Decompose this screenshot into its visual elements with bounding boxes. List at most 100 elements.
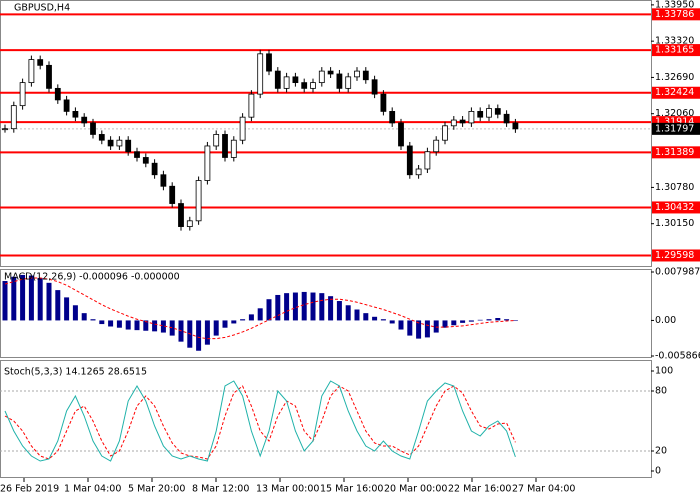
candle bbox=[107, 139, 114, 147]
macd-bar bbox=[196, 320, 202, 351]
macd-bar bbox=[398, 320, 404, 330]
x-tick-label: 1 Mar 04:00 bbox=[64, 484, 121, 495]
chart-title: GBPUSD,H4 bbox=[14, 3, 70, 14]
candle bbox=[283, 76, 290, 89]
price-panel bbox=[0, 0, 652, 267]
x-tick-label: 8 Mar 12:00 bbox=[192, 484, 249, 495]
candle bbox=[318, 70, 325, 84]
level-label-box bbox=[652, 44, 700, 57]
candle bbox=[336, 73, 343, 89]
candle bbox=[222, 134, 228, 158]
macd-bar bbox=[433, 320, 439, 333]
macd-bar bbox=[231, 320, 237, 324]
level-label: 1.29598 bbox=[655, 250, 694, 261]
level-label: 1.30432 bbox=[655, 202, 694, 213]
candle bbox=[415, 168, 422, 176]
macd-bar bbox=[416, 320, 422, 339]
level-label: 1.33786 bbox=[655, 9, 694, 20]
candle bbox=[406, 145, 413, 176]
macd-bar bbox=[354, 309, 360, 321]
macd-bar bbox=[328, 296, 334, 321]
candle bbox=[503, 113, 510, 124]
candle bbox=[90, 122, 96, 135]
macd-bar bbox=[468, 320, 474, 322]
candle bbox=[257, 53, 264, 95]
x-tick-label: 15 Mar 16:00 bbox=[320, 484, 383, 495]
candle bbox=[230, 139, 237, 158]
macd-bar bbox=[284, 293, 290, 321]
candle bbox=[37, 59, 44, 66]
macd-signal bbox=[4, 277, 516, 340]
candle bbox=[345, 76, 352, 89]
y-tick-label: 0 bbox=[655, 466, 661, 477]
y-tick-label: 1.30780 bbox=[655, 182, 694, 193]
candle bbox=[81, 116, 88, 124]
level-label-box bbox=[652, 86, 700, 99]
macd-bar bbox=[442, 320, 448, 328]
candle bbox=[204, 145, 211, 181]
macd-bar bbox=[336, 301, 342, 321]
candle bbox=[195, 180, 202, 222]
level-label: 1.31389 bbox=[655, 147, 694, 158]
macd-bar bbox=[134, 320, 140, 331]
candle bbox=[433, 139, 440, 153]
y-tick-label: 1.32060 bbox=[655, 108, 694, 119]
candle bbox=[468, 111, 475, 124]
macd-bar bbox=[372, 316, 378, 321]
macd-bar bbox=[108, 320, 114, 327]
macd-bar bbox=[512, 320, 518, 322]
y-tick-label: 1.32690 bbox=[655, 72, 694, 83]
candle bbox=[213, 134, 220, 147]
x-tick-label: 26 Feb 2019 bbox=[0, 484, 59, 495]
candle bbox=[450, 119, 457, 127]
candle bbox=[327, 70, 334, 75]
candle bbox=[354, 70, 360, 78]
macd-bar bbox=[504, 319, 510, 321]
x-tick-label: 13 Mar 00:00 bbox=[256, 484, 319, 495]
x-tick-label: 20 Mar 00:00 bbox=[384, 484, 447, 495]
stoch-panel bbox=[0, 360, 652, 478]
candle bbox=[63, 99, 70, 112]
candle bbox=[301, 82, 308, 89]
macd-bar bbox=[72, 305, 78, 321]
macd-bar bbox=[389, 320, 395, 324]
candle bbox=[98, 134, 105, 141]
macd-bar bbox=[152, 320, 158, 332]
macd-bar bbox=[169, 320, 175, 336]
macd-bar bbox=[257, 308, 263, 321]
candle bbox=[477, 111, 484, 118]
candle bbox=[28, 59, 35, 84]
macd-bar bbox=[20, 274, 26, 321]
candle bbox=[169, 185, 176, 204]
macd-bar bbox=[125, 320, 131, 330]
candle bbox=[292, 76, 299, 84]
candle bbox=[134, 151, 140, 158]
candle bbox=[380, 93, 387, 112]
candle bbox=[266, 53, 272, 72]
candle bbox=[310, 82, 316, 89]
candle bbox=[442, 125, 448, 141]
candle bbox=[151, 162, 158, 176]
candle bbox=[125, 139, 132, 153]
level-label-box bbox=[652, 146, 700, 159]
y-tick-label: 0.007987 bbox=[655, 267, 700, 278]
candle bbox=[116, 139, 123, 147]
candle bbox=[512, 122, 519, 130]
candle bbox=[486, 108, 492, 118]
x-tick-label: 5 Mar 20:00 bbox=[128, 484, 185, 495]
level-label: 1.33165 bbox=[655, 45, 694, 56]
candle bbox=[424, 151, 431, 170]
candle bbox=[494, 108, 501, 115]
y-tick-label: 0.00 bbox=[655, 315, 676, 326]
macd-bar bbox=[292, 292, 298, 321]
candle bbox=[142, 157, 149, 164]
current-price-label: 1.31797 bbox=[655, 123, 694, 134]
macd-bar bbox=[64, 297, 70, 321]
macd-bar bbox=[160, 320, 166, 333]
macd-bar bbox=[319, 293, 325, 321]
x-tick-label: 27 Mar 04:00 bbox=[512, 484, 575, 495]
macd-bar bbox=[55, 290, 61, 321]
candle bbox=[19, 82, 26, 107]
macd-bar bbox=[46, 282, 52, 321]
